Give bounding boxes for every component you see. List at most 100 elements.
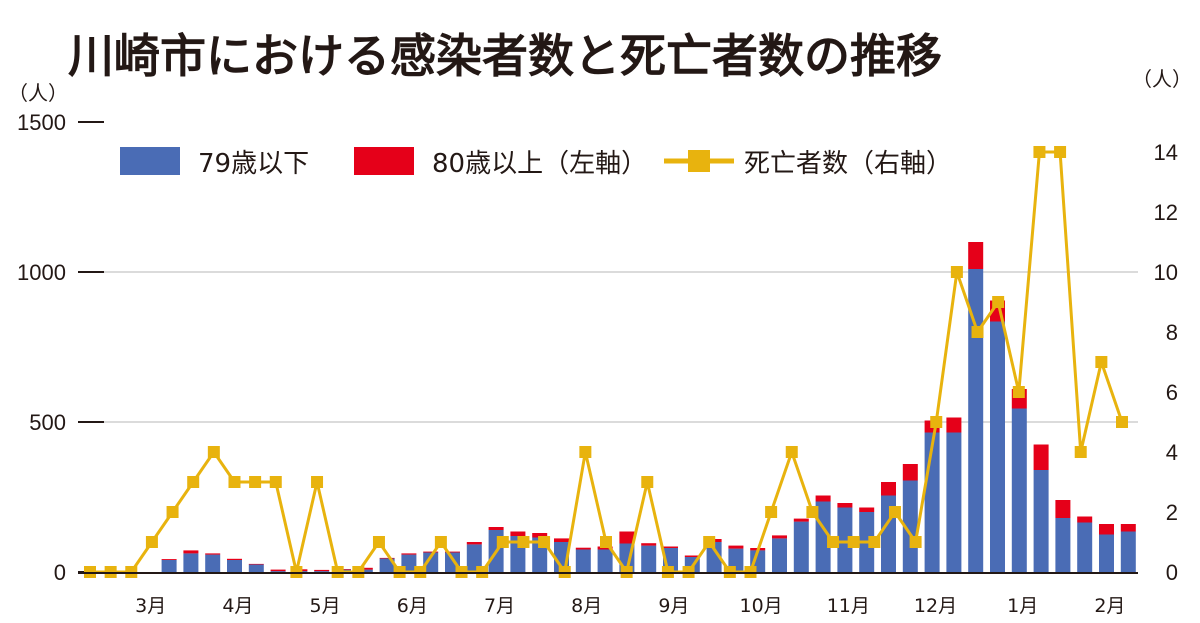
right-tick-label: 6 (1166, 380, 1178, 405)
bar-under79 (357, 569, 373, 572)
left-tick-label: 500 (29, 410, 66, 435)
deaths-marker (909, 536, 922, 548)
bar-under79 (205, 554, 221, 572)
bar-over80 (902, 464, 918, 481)
bar-under79 (183, 553, 199, 572)
legend-marker-deaths (688, 150, 710, 172)
bar-over80 (968, 242, 984, 269)
bar-over80 (1077, 516, 1093, 523)
deaths-marker (434, 536, 447, 548)
deaths-marker (1054, 146, 1067, 158)
left-tick-label: 1000 (17, 260, 66, 285)
x-tick-label: 6月 (397, 595, 428, 617)
bar-over80 (1055, 500, 1071, 518)
right-tick-label: 10 (1154, 260, 1178, 285)
deaths-marker (249, 476, 262, 488)
bar-under79 (227, 560, 242, 572)
right-axis-ticks: 0 2 4 6 8 10 12 14 (1154, 140, 1178, 585)
deaths-marker (888, 506, 901, 518)
bar-over80 (859, 507, 875, 512)
right-tick-label: 8 (1166, 320, 1178, 345)
bar-over80 (575, 547, 591, 550)
bar-over80 (684, 555, 700, 557)
bar-over80 (532, 533, 548, 538)
bar-over80 (663, 546, 678, 548)
deaths-line (90, 150, 1124, 574)
bar-under79 (314, 571, 330, 572)
left-axis-unit: （人） (8, 81, 68, 105)
deaths-marker (579, 446, 592, 458)
deaths-marker (496, 536, 509, 548)
bar-over80 (815, 495, 831, 502)
deaths-marker (517, 536, 530, 548)
deaths-marker (765, 506, 778, 518)
deaths-marker (166, 506, 179, 518)
deaths-marker (311, 476, 324, 488)
bar-over80 (466, 542, 482, 545)
deaths-marker (187, 476, 200, 488)
deaths-marker (600, 536, 612, 548)
bar-over80 (161, 559, 177, 560)
bar-over80 (488, 527, 504, 530)
deaths-marker (868, 536, 881, 548)
bar-over80 (1120, 524, 1136, 532)
bar-over80 (881, 482, 896, 496)
right-tick-label: 4 (1166, 440, 1178, 465)
bar-under79 (946, 432, 962, 572)
bar-over80 (227, 558, 242, 560)
bar-over80 (728, 545, 744, 549)
bar-over80 (946, 417, 962, 433)
bar-over80 (248, 563, 264, 565)
x-tick-label: 5月 (310, 595, 341, 617)
bar-over80 (793, 518, 809, 522)
bar-under79 (575, 549, 591, 572)
bar-under79 (1055, 518, 1071, 572)
legend-label-under79: 79歳以下 (198, 149, 309, 179)
deaths-marker (1116, 416, 1128, 428)
bar-under79 (837, 507, 853, 572)
deaths-marker (827, 536, 840, 548)
left-tick-label: 1500 (17, 110, 66, 135)
bar-over80 (379, 557, 395, 559)
deaths-marker (703, 536, 716, 548)
deaths-marker (207, 446, 220, 458)
bar-under79 (706, 542, 722, 572)
deaths-marker (372, 536, 385, 548)
bar-over80 (445, 551, 460, 553)
bar-under79 (793, 521, 809, 572)
bar-over80 (510, 531, 526, 536)
bar-under79 (990, 321, 1005, 572)
bar-under79 (1099, 534, 1114, 572)
bar-over80 (619, 531, 635, 544)
deaths-marker (950, 266, 963, 278)
bar-over80 (205, 553, 221, 555)
bar-over80 (401, 553, 417, 555)
x-tick-label: 10月 (740, 595, 783, 617)
right-axis-unit: （人） (1132, 67, 1192, 91)
bar-under79 (466, 544, 482, 572)
bar-under79 (1120, 531, 1136, 572)
bar-under79 (772, 538, 787, 572)
deaths-marker (785, 446, 798, 458)
bar-over80 (1099, 524, 1114, 535)
deaths-marker (971, 326, 984, 338)
deaths-marker (1074, 446, 1087, 458)
bar-under79 (968, 269, 984, 572)
x-tick-label: 3月 (135, 595, 166, 617)
bar-over80 (314, 569, 330, 572)
bar-under79 (815, 501, 831, 572)
bar-over80 (554, 538, 569, 542)
deaths-marker (847, 536, 860, 548)
x-tick-label: 2月 (1094, 595, 1125, 617)
deaths-marker (930, 416, 943, 428)
bar-under79 (161, 560, 177, 572)
bar-over80 (423, 551, 439, 553)
bar-under79 (1077, 522, 1093, 572)
bar-under79 (641, 545, 657, 572)
deaths-marker (269, 476, 282, 488)
bar-under79 (597, 549, 613, 572)
legend: 79歳以下 80歳以上（左軸） 死亡者数（右軸） (120, 147, 952, 179)
bar-over80 (1033, 444, 1049, 470)
right-tick-label: 2 (1166, 500, 1178, 525)
